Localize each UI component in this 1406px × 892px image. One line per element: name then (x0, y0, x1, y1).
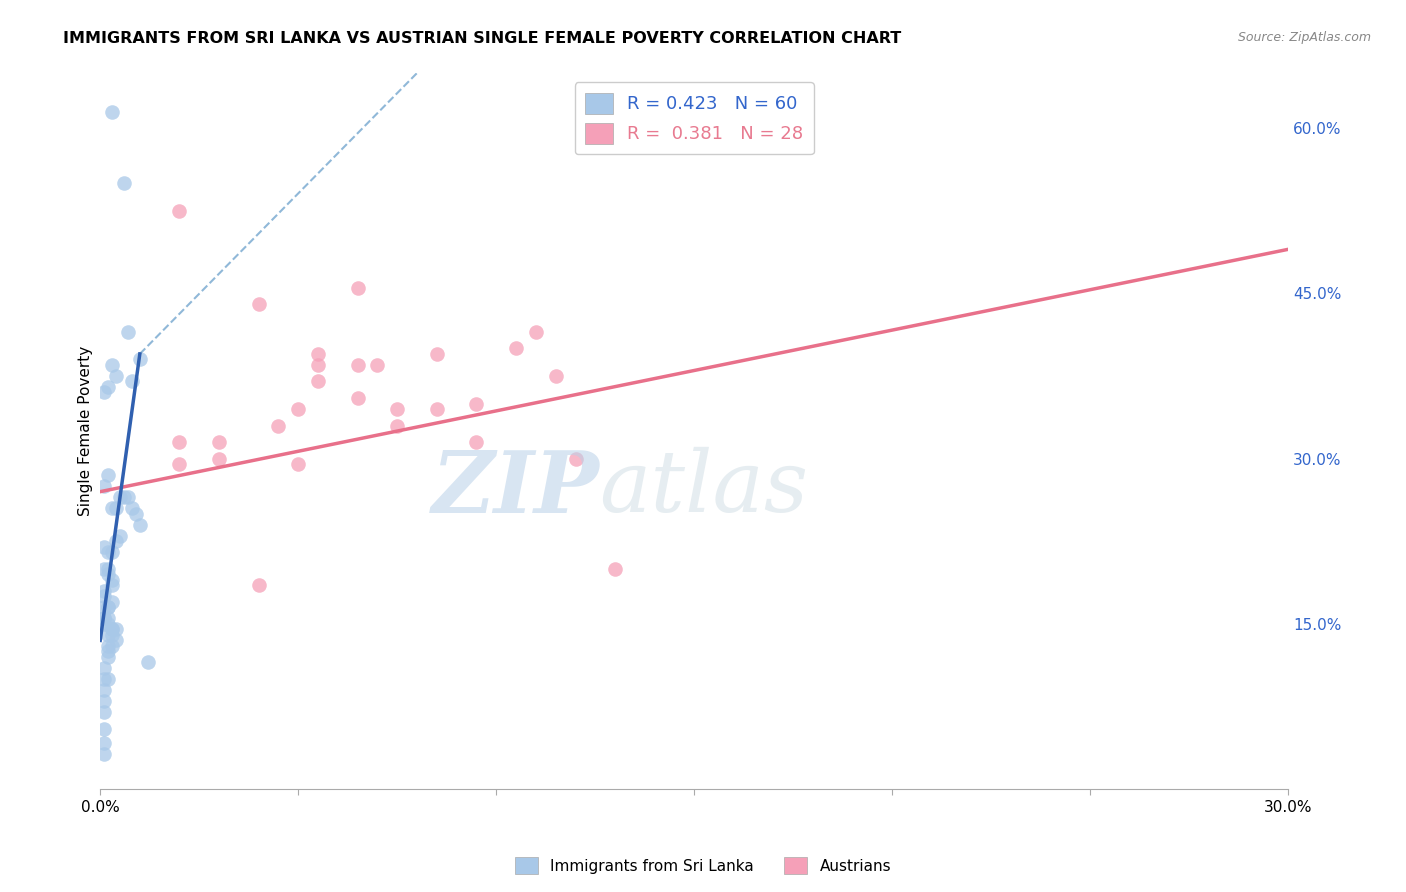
Point (112, 176, 135, 190)
Point (101, 358, 124, 372)
Point (97, 562, 120, 576)
Point (93, 385, 115, 400)
Point (169, 203, 191, 218)
Point (108, 529, 131, 543)
Point (366, 358, 388, 372)
Point (93, 590, 115, 604)
Point (101, 545, 124, 559)
Point (101, 628, 124, 642)
Point (101, 623, 124, 637)
Point (247, 578, 270, 592)
Point (93, 479, 115, 493)
Point (97, 672, 120, 686)
Point (426, 402, 449, 417)
Point (287, 402, 309, 417)
Point (112, 490, 135, 504)
Point (505, 342, 527, 356)
Point (544, 368, 567, 383)
Point (267, 418, 290, 433)
Point (97, 649, 120, 664)
Point (128, 352, 150, 367)
Text: atlas: atlas (599, 447, 808, 530)
Text: IMMIGRANTS FROM SRI LANKA VS AUSTRIAN SINGLE FEMALE POVERTY CORRELATION CHART: IMMIGRANTS FROM SRI LANKA VS AUSTRIAN SI… (63, 31, 901, 46)
Point (346, 391, 368, 405)
Point (93, 736, 115, 750)
Point (101, 578, 124, 592)
Point (128, 517, 150, 532)
Point (105, 368, 128, 383)
Point (93, 600, 115, 615)
Point (101, 104, 124, 119)
Point (247, 297, 270, 311)
Point (307, 375, 329, 389)
Y-axis label: Single Female Poverty: Single Female Poverty (79, 346, 93, 516)
Point (97, 644, 120, 658)
Point (93, 672, 115, 686)
Point (117, 325, 139, 339)
Point (387, 418, 409, 433)
Legend: R = 0.423   N = 60, R =  0.381   N = 28: R = 0.423 N = 60, R = 0.381 N = 28 (575, 82, 814, 154)
Point (93, 694, 115, 708)
Point (101, 623, 124, 637)
Point (208, 435, 231, 450)
Point (97, 380, 120, 394)
Point (136, 656, 159, 670)
Point (93, 722, 115, 736)
Point (105, 623, 128, 637)
Point (97, 545, 120, 559)
Point (93, 540, 115, 554)
Point (169, 457, 191, 471)
Point (93, 616, 115, 631)
Point (97, 567, 120, 582)
Point (93, 683, 115, 698)
Point (465, 435, 488, 450)
Point (287, 457, 309, 471)
Point (125, 507, 148, 521)
Point (97, 639, 120, 653)
Point (169, 435, 191, 450)
Point (121, 375, 143, 389)
Point (121, 501, 143, 516)
Point (101, 639, 124, 653)
Point (208, 451, 231, 466)
Point (105, 633, 128, 648)
Point (101, 573, 124, 587)
Point (97, 468, 120, 483)
Point (93, 583, 115, 598)
Point (346, 358, 368, 372)
Point (93, 661, 115, 675)
Point (524, 325, 547, 339)
Point (93, 611, 115, 625)
Point (117, 490, 139, 504)
Point (426, 347, 449, 361)
Legend: Immigrants from Sri Lanka, Austrians: Immigrants from Sri Lanka, Austrians (509, 851, 897, 880)
Point (105, 501, 128, 516)
Point (346, 281, 368, 295)
Point (97, 611, 120, 625)
Point (93, 705, 115, 719)
Point (387, 402, 409, 417)
Point (97, 600, 120, 615)
Point (307, 358, 329, 372)
Point (307, 347, 329, 361)
Point (603, 562, 626, 576)
Point (93, 562, 115, 576)
Point (97, 616, 120, 631)
Text: ZIP: ZIP (432, 447, 599, 530)
Point (108, 490, 131, 504)
Point (564, 451, 586, 466)
Point (465, 396, 488, 410)
Point (97, 628, 120, 642)
Point (101, 501, 124, 516)
Point (101, 595, 124, 609)
Point (93, 611, 115, 625)
Text: Source: ZipAtlas.com: Source: ZipAtlas.com (1237, 31, 1371, 45)
Point (105, 534, 128, 549)
Point (93, 747, 115, 761)
Point (97, 600, 120, 615)
